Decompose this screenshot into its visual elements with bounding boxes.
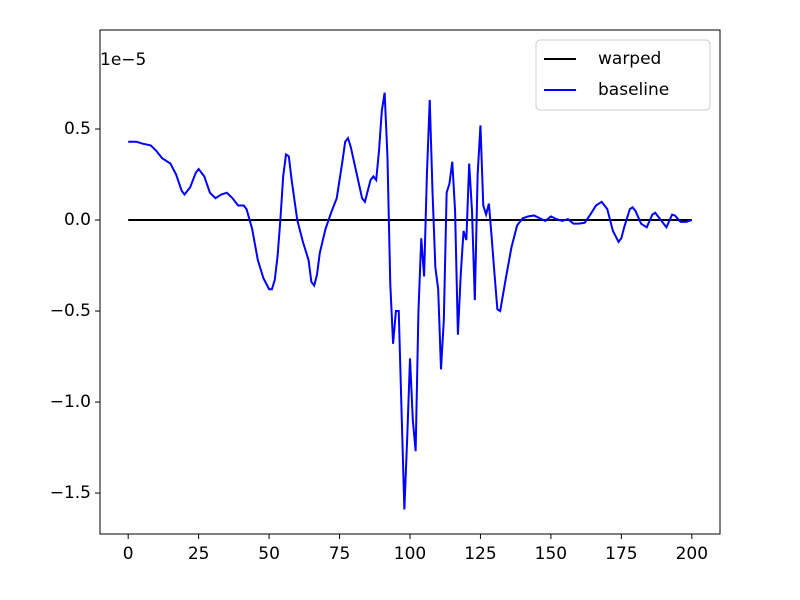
- x-tick-label: 75: [329, 544, 351, 564]
- y-tick-label: 0.5: [64, 119, 91, 139]
- y-tick-label: −0.5: [50, 301, 91, 321]
- legend-label: baseline: [598, 80, 669, 100]
- x-tick-label: 150: [535, 544, 567, 564]
- y-tick-label: −1.0: [50, 392, 91, 412]
- x-tick-label: 0: [123, 544, 134, 564]
- x-tick-label: 25: [188, 544, 210, 564]
- x-tick-label: 50: [258, 544, 280, 564]
- line: [128, 92, 693, 510]
- legend-box: [535, 39, 711, 111]
- y-tick-label: 0.0: [64, 210, 91, 230]
- x-tick-label: 125: [464, 544, 496, 564]
- plot-frame: [99, 29, 721, 535]
- legend-label: warped: [598, 49, 661, 69]
- y-tick-label: −1.5: [50, 483, 91, 503]
- offset-text: 1e−5: [100, 50, 146, 70]
- x-tick-label: 200: [676, 544, 708, 564]
- x-tick-label: 175: [605, 544, 637, 564]
- x-tick-label: 100: [394, 544, 426, 564]
